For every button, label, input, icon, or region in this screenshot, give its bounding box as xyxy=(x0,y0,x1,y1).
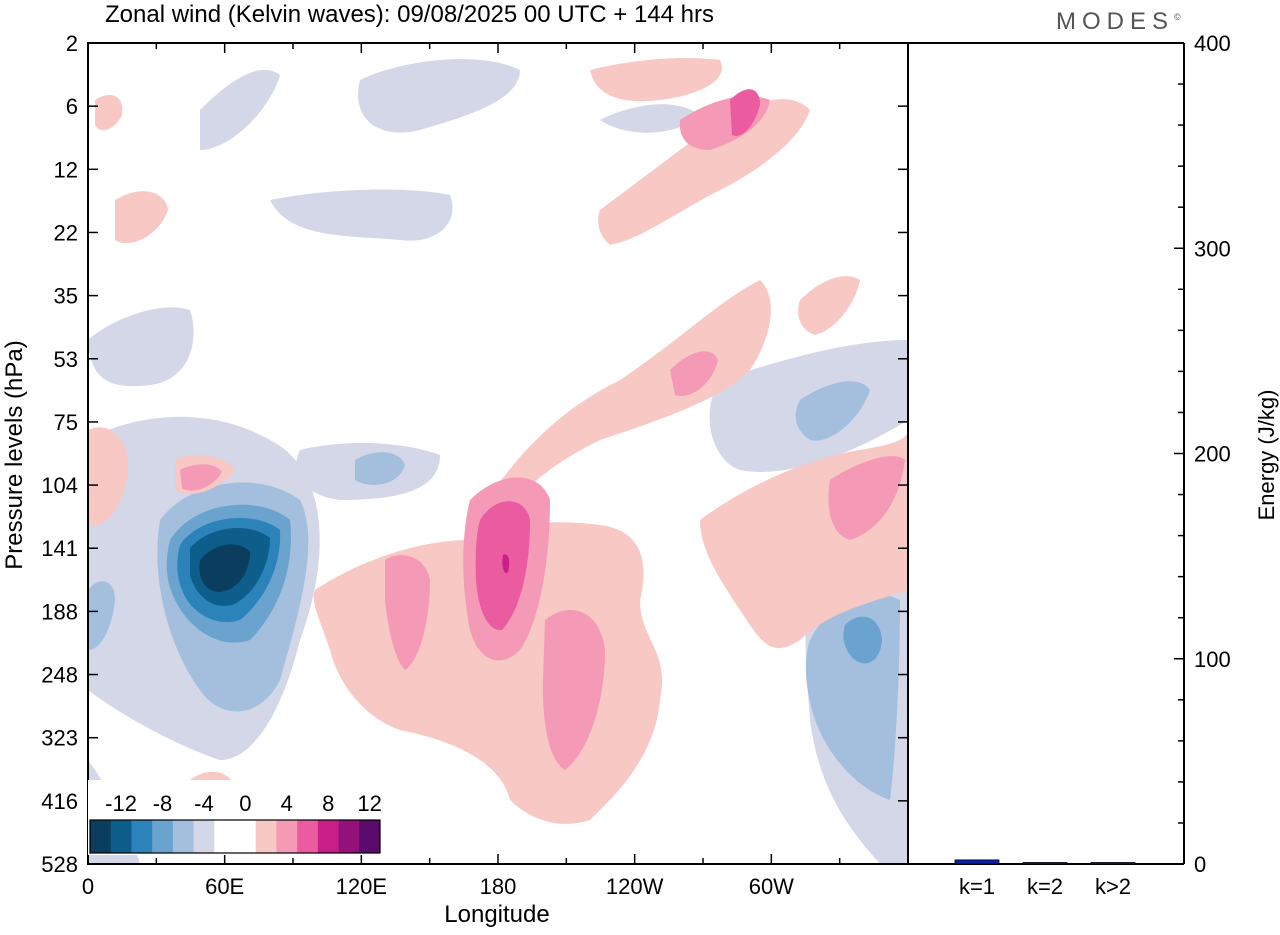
colorbar-swatch xyxy=(255,820,277,853)
contour-pos-weak xyxy=(798,276,860,335)
contour-pos-4 xyxy=(670,351,718,396)
colorbar-frame xyxy=(89,819,381,854)
y-tick-label: 75 xyxy=(54,410,78,435)
x-tick-label: 60E xyxy=(205,874,244,899)
x-tick-label: 0 xyxy=(82,874,94,899)
contour-neg-weak xyxy=(358,59,520,133)
x-tick-label: 60W xyxy=(749,874,794,899)
energy-tick-label: 400 xyxy=(1194,31,1231,56)
colorbar-label: -8 xyxy=(153,791,173,816)
contour-neg-8 xyxy=(843,616,882,664)
colorbar-label: -12 xyxy=(105,791,137,816)
contour-neg-14 xyxy=(199,544,250,592)
energy-bar-label: k>2 xyxy=(1095,874,1131,899)
colorbar-swatch xyxy=(110,820,132,853)
energy-tick-label: 300 xyxy=(1194,236,1231,261)
colorbar-swatch xyxy=(214,820,236,853)
contour-neg-4 xyxy=(88,581,115,650)
energy-bar xyxy=(1090,862,1136,865)
contour-neg-4 xyxy=(355,452,405,485)
y-tick-label: 12 xyxy=(54,157,78,182)
colorbar-swatch xyxy=(235,820,257,853)
colorbar-swatch xyxy=(317,820,340,853)
energy-bar-label: k=2 xyxy=(1027,874,1063,899)
x-axis-label: Longitude xyxy=(444,901,549,928)
contour-field xyxy=(88,58,908,864)
energy-bars: k=1 k=2 k>2 xyxy=(954,859,1136,899)
contour-neg-weak xyxy=(600,104,700,133)
y-tick-label: 53 xyxy=(54,347,78,372)
contour-pos-4 xyxy=(180,464,222,491)
energy-ticks: 0 100 200 300 400 xyxy=(1174,31,1231,877)
contour-pos-4 xyxy=(385,555,430,670)
colorbar-label: 4 xyxy=(281,791,293,816)
y-tick-label: 6 xyxy=(66,94,78,119)
energy-bar xyxy=(954,859,1000,865)
x-ticks: 0 60E 120E 180 120W 60W xyxy=(82,43,909,899)
y-tick-label: 22 xyxy=(54,220,78,245)
contour-pos-4 xyxy=(542,610,605,770)
y-tick-label: 248 xyxy=(41,663,78,688)
brand-text: MODES xyxy=(1056,8,1175,35)
energy-tick-label: 200 xyxy=(1194,442,1231,467)
chart-title: Zonal wind (Kelvin waves): 09/08/2025 00… xyxy=(105,1,714,28)
x-tick-label: 120E xyxy=(336,874,387,899)
colorbar: -12 -8 -4 0 4 8 12 xyxy=(88,780,382,855)
y-tick-label: 141 xyxy=(41,536,78,561)
colorbar-swatch xyxy=(297,820,319,853)
colorbar-swatch xyxy=(276,820,298,853)
y-tick-label: 188 xyxy=(41,599,78,624)
y-tick-label: 323 xyxy=(41,726,78,751)
y-tick-label: 35 xyxy=(54,284,78,309)
y-tick-label: 2 xyxy=(66,31,78,56)
x-tick-label: 120W xyxy=(606,874,664,899)
y-tick-label: 416 xyxy=(41,789,78,814)
contour-pos-weak xyxy=(88,427,129,525)
colorbar-label: 0 xyxy=(239,791,251,816)
y-axis-label: Pressure levels (hPa) xyxy=(1,340,28,569)
colorbar-swatch xyxy=(152,820,174,853)
energy-tick-label: 100 xyxy=(1194,647,1231,672)
colorbar-swatch xyxy=(131,820,153,853)
colorbar-swatch xyxy=(338,820,360,853)
colorbar-swatch xyxy=(359,820,381,853)
colorbar-label: 8 xyxy=(322,791,334,816)
contour-pos-12 xyxy=(502,554,510,573)
contour-pos-weak xyxy=(598,99,810,245)
colorbar-swatch xyxy=(172,820,195,853)
energy-tick-label: 0 xyxy=(1194,852,1206,877)
colorbar-label: 12 xyxy=(357,791,381,816)
contour-neg-weak xyxy=(200,69,280,150)
y-tick-label: 528 xyxy=(41,852,78,877)
contour-pos-weak xyxy=(590,58,722,102)
contour-neg-weak xyxy=(88,307,194,387)
colorbar-label: -4 xyxy=(194,791,214,816)
contour-neg-weak xyxy=(270,189,453,241)
energy-axis-label: Energy (J/kg) xyxy=(1254,390,1279,521)
y-tick-label: 104 xyxy=(41,473,78,498)
colorbar-swatch xyxy=(90,820,112,853)
contour-pos-4 xyxy=(828,456,905,540)
y-ticks: 2 6 12 22 35 53 75 104 141 188 248 323 416 528 xyxy=(41,31,908,877)
x-tick-label: 180 xyxy=(480,874,517,899)
brand-mark: © xyxy=(1174,12,1181,22)
contour-pos-weak xyxy=(480,280,771,520)
contour-neg-4 xyxy=(795,381,870,441)
contour-pos-8 xyxy=(730,89,760,136)
colorbar-swatch xyxy=(193,820,215,853)
brand-logo: MODES© xyxy=(1056,8,1181,36)
energy-bar-label: k=1 xyxy=(959,874,995,899)
contour-pos-weak xyxy=(95,95,123,131)
contour-pos-weak xyxy=(115,191,168,244)
energy-bar xyxy=(1022,862,1068,865)
